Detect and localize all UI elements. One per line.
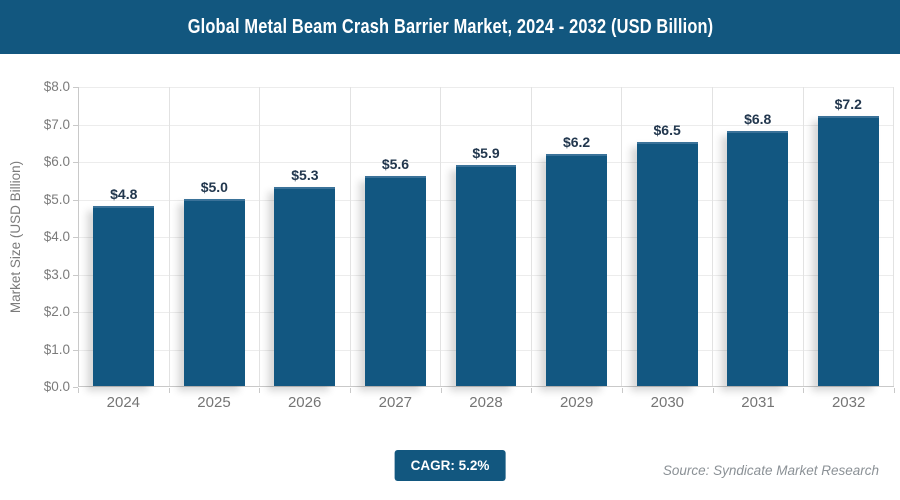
y-tick-mark (73, 349, 78, 351)
bar-value-label-2030: $6.5 (653, 122, 681, 139)
x-tick-mark (622, 388, 623, 393)
x-label-2026: 2026 (287, 394, 322, 411)
bar-2027: $5.6 (365, 156, 426, 386)
gridline-horizontal (79, 87, 894, 88)
bar-value-label-2028: $5.9 (472, 144, 500, 161)
bar-2031: $6.8 (727, 111, 789, 386)
chart-title-bar: Global Metal Beam Crash Barrier Market, … (0, 0, 900, 54)
y-tick-mark (73, 237, 78, 238)
x-label-2027: 2027 (378, 394, 413, 411)
y-tick-mark (73, 162, 78, 163)
bar-value-label-2025: $5.0 (200, 178, 228, 195)
x-tick-mark (168, 388, 170, 393)
y-tick-label: $8.0 (43, 79, 70, 94)
gridline-horizontal (79, 124, 894, 126)
y-tick-mark (73, 199, 78, 201)
bar-2026: $5.3 (274, 167, 336, 386)
x-label-2024: 2024 (106, 394, 141, 411)
x-label-2028: 2028 (469, 394, 503, 411)
cagr-label: CAGR: 5.2% (410, 458, 490, 473)
y-tick-label: $5.0 (43, 191, 70, 207)
bar-value-label-2026: $5.3 (291, 167, 319, 184)
x-tick-mark (531, 388, 533, 393)
y-tick-label: $3.0 (43, 266, 70, 282)
y-tick-label: $0.0 (43, 379, 70, 394)
x-tick-mark (803, 388, 805, 393)
y-tick-mark (73, 124, 78, 126)
y-tick-mark (73, 312, 78, 313)
bar-value-label-2024: $4.8 (110, 186, 138, 202)
category-column-2027: $5.6 (351, 87, 442, 386)
y-tick-label: $4.0 (43, 229, 70, 244)
plot-area: $4.8 $5.0 $5.3 $5.6 $5.9 $6.2 $6.5 $6.8 $7.2 (78, 87, 895, 387)
x-label-2029: 2029 (559, 394, 594, 411)
bar-2030: $6.5 (636, 122, 698, 386)
bar-2029: $6.2 (546, 134, 608, 386)
bar-2032: $7.2 (817, 96, 879, 386)
category-column-2029: $6.2 (532, 87, 623, 386)
y-tick-label: $2.0 (43, 304, 70, 319)
bar-value-label-2032: $7.2 (834, 96, 862, 112)
y-tick-mark (73, 274, 78, 276)
y-tick-label: $6.0 (43, 154, 70, 169)
x-tick-mark (712, 388, 714, 393)
category-column-2024: $4.8 (79, 87, 170, 386)
x-tick-mark (440, 388, 442, 393)
bar-value-label-2029: $6.2 (562, 133, 591, 150)
x-tick-mark (894, 388, 895, 393)
x-tick-mark (350, 388, 351, 393)
y-tick-label: $7.0 (43, 116, 70, 132)
category-column-2028: $5.9 (441, 87, 532, 386)
x-label-2032: 2032 (831, 394, 866, 411)
x-tick-mark (78, 388, 79, 393)
x-label-2030: 2030 (650, 394, 685, 411)
bar-value-label-2031: $6.8 (744, 111, 772, 127)
category-column-2026: $5.3 (260, 87, 351, 386)
bars-layer: $4.8 $5.0 $5.3 $5.6 $5.9 $6.2 $6.5 $6.8 $7.2 (79, 87, 895, 386)
bar-2025: $5.0 (183, 179, 245, 386)
bar-2028: $5.9 (455, 145, 517, 386)
y-tick-mark (73, 87, 78, 88)
category-column-2030: $6.5 (622, 87, 713, 386)
chart-title: Global Metal Beam Crash Barrier Market, … (187, 15, 713, 38)
cagr-badge: CAGR: 5.2% (394, 450, 506, 481)
gridline-horizontal (79, 162, 894, 163)
x-label-2025: 2025 (197, 394, 231, 411)
category-column-2025: $5.0 (170, 87, 261, 386)
source-credit: Source: Syndicate Market Research (662, 463, 879, 478)
x-label-2031: 2031 (741, 394, 775, 411)
bar-value-label-2027: $5.6 (381, 156, 410, 172)
y-tick-mark (73, 387, 78, 388)
bar-2024: $4.8 (93, 186, 155, 386)
category-column-2032: $7.2 (804, 87, 895, 386)
x-tick-mark (259, 388, 261, 393)
y-tick-label: $1.0 (43, 341, 70, 357)
category-column-2031: $6.8 (713, 87, 804, 386)
